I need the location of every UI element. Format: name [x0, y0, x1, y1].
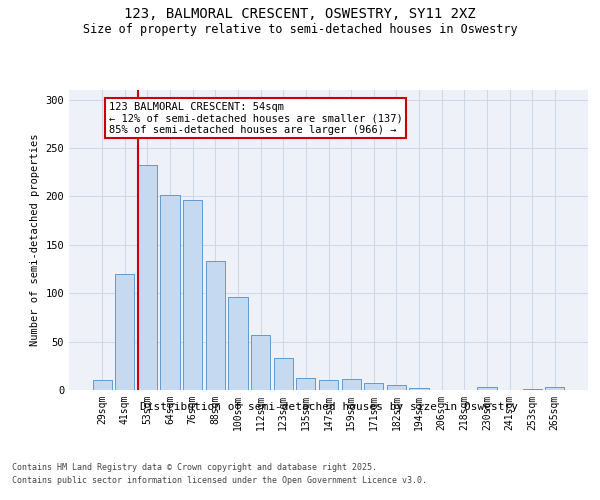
Bar: [319, 380, 338, 390]
Bar: [477, 387, 497, 390]
Bar: [387, 385, 406, 390]
Text: Distribution of semi-detached houses by size in Oswestry: Distribution of semi-detached houses by …: [140, 402, 518, 412]
Text: 123, BALMORAL CRESCENT, OSWESTRY, SY11 2XZ: 123, BALMORAL CRESCENT, OSWESTRY, SY11 2…: [124, 8, 476, 22]
Bar: [341, 380, 361, 390]
Bar: [364, 383, 383, 390]
Bar: [523, 389, 542, 390]
Text: 123 BALMORAL CRESCENT: 54sqm
← 12% of semi-detached houses are smaller (137)
85%: 123 BALMORAL CRESCENT: 54sqm ← 12% of se…: [109, 102, 403, 135]
Text: Contains HM Land Registry data © Crown copyright and database right 2025.: Contains HM Land Registry data © Crown c…: [12, 462, 377, 471]
Bar: [296, 378, 316, 390]
Bar: [251, 335, 270, 390]
Bar: [138, 164, 157, 390]
Bar: [160, 196, 180, 390]
Bar: [274, 358, 293, 390]
Bar: [115, 274, 134, 390]
Bar: [206, 262, 225, 390]
Y-axis label: Number of semi-detached properties: Number of semi-detached properties: [30, 134, 40, 346]
Text: Contains public sector information licensed under the Open Government Licence v3: Contains public sector information licen…: [12, 476, 427, 485]
Bar: [92, 380, 112, 390]
Bar: [229, 297, 248, 390]
Bar: [183, 200, 202, 390]
Text: Size of property relative to semi-detached houses in Oswestry: Size of property relative to semi-detach…: [83, 22, 517, 36]
Bar: [409, 388, 428, 390]
Bar: [545, 387, 565, 390]
